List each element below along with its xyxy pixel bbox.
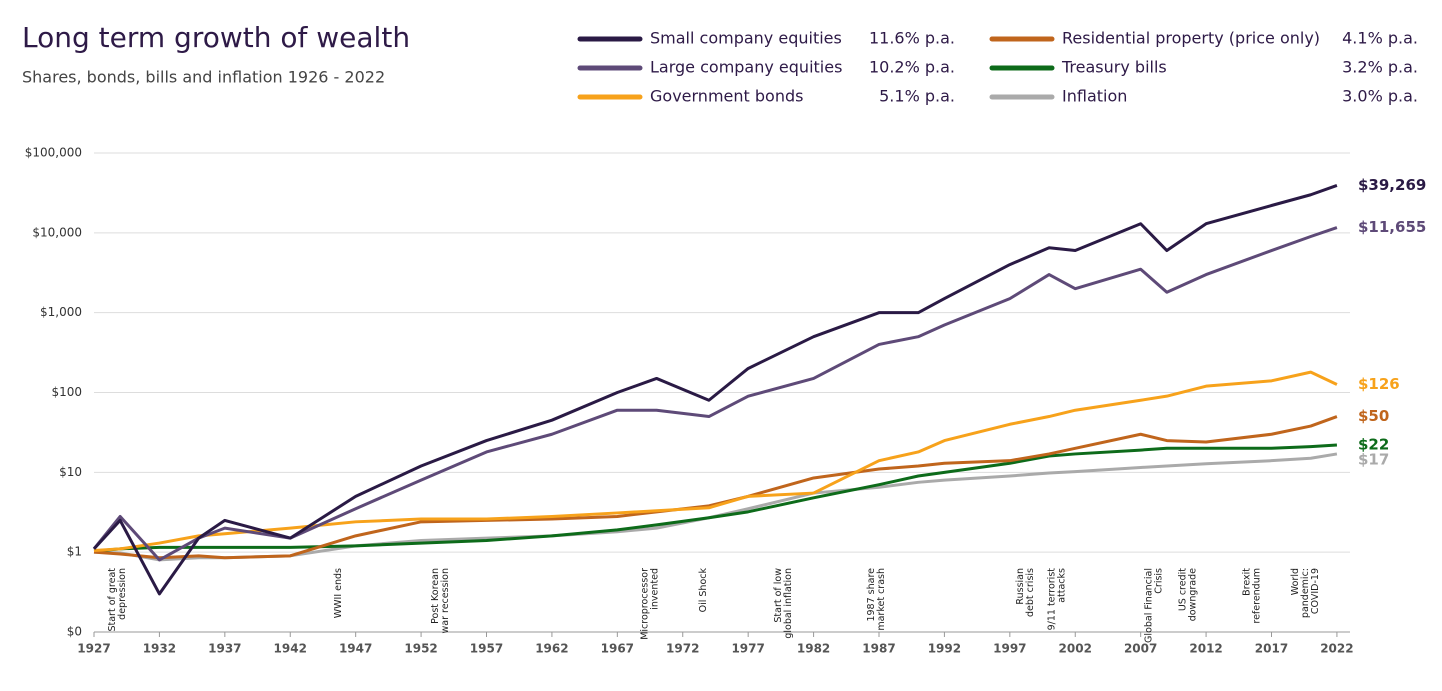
annotation: Microprocessor xyxy=(640,568,651,640)
annotation: Oil Shock xyxy=(698,568,709,613)
annotation: debt crisis xyxy=(1025,568,1036,617)
x-tick-label: 2017 xyxy=(1255,642,1288,656)
annotation: pandemic: xyxy=(1300,568,1311,618)
annotation: Brexit xyxy=(1241,568,1252,596)
end-label: $22 xyxy=(1358,435,1389,453)
end-label: $126 xyxy=(1358,375,1400,393)
annotation: referendum xyxy=(1251,568,1262,624)
x-tick-label: 1972 xyxy=(666,642,699,656)
y-tick-label: $100 xyxy=(51,385,82,399)
y-tick-label: $1 xyxy=(67,545,82,559)
legend-label: Inflation xyxy=(1062,87,1127,106)
legend-rate: 10.2% p.a. xyxy=(869,58,955,77)
x-tick-label: 1942 xyxy=(274,642,307,656)
series-line xyxy=(93,370,1338,552)
series-line xyxy=(93,443,1338,553)
series-line xyxy=(92,226,1338,562)
annotation: attacks xyxy=(1056,568,1067,603)
legend-rate: 11.6% p.a. xyxy=(869,29,955,48)
y-tick-label: $100,000 xyxy=(25,146,82,160)
x-tick-label: 1992 xyxy=(928,642,961,656)
x-tick-label: 1977 xyxy=(731,642,764,656)
legend-rate: 4.1% p.a. xyxy=(1342,29,1418,48)
legend-label: Large company equities xyxy=(650,58,842,77)
annotation: World xyxy=(1290,568,1301,595)
annotation: 9/11 terrorist xyxy=(1046,568,1057,631)
x-tick-label: 1927 xyxy=(77,642,110,656)
annotation: depression xyxy=(117,568,128,620)
x-tick-label: 1967 xyxy=(601,642,634,656)
x-tick-label: 2012 xyxy=(1189,642,1222,656)
y-tick-label: $10,000 xyxy=(32,225,82,239)
x-tick-label: 1997 xyxy=(993,642,1026,656)
annotation: market crash xyxy=(876,568,887,631)
y-tick-label: $0 xyxy=(67,625,82,639)
annotation: Crisis xyxy=(1153,568,1164,594)
annotation: Russian xyxy=(1015,568,1026,605)
annotation: Post Korean xyxy=(430,568,441,624)
legend-rate: 3.2% p.a. xyxy=(1342,58,1418,77)
chart-subtitle: Shares, bonds, bills and inflation 1926 … xyxy=(22,68,385,87)
legend-label: Treasury bills xyxy=(1061,58,1167,77)
end-label: $11,655 xyxy=(1358,218,1426,236)
series-line xyxy=(92,183,1338,596)
legend-rate: 5.1% p.a. xyxy=(879,87,955,106)
annotation: COVID-19 xyxy=(1310,568,1321,614)
x-tick-label: 1947 xyxy=(339,642,372,656)
annotation: Start of great xyxy=(107,568,118,632)
x-tick-label: 1962 xyxy=(535,642,568,656)
x-tick-label: 1952 xyxy=(404,642,437,656)
x-tick-label: 2007 xyxy=(1124,642,1157,656)
y-tick-label: $10 xyxy=(59,465,82,479)
x-tick-label: 1937 xyxy=(208,642,241,656)
annotation: 1987 share xyxy=(866,568,877,622)
x-tick-label: 1982 xyxy=(797,642,830,656)
annotation: invented xyxy=(650,568,661,610)
legend-rate: 3.0% p.a. xyxy=(1342,87,1418,106)
annotation: global inflation xyxy=(783,568,794,639)
legend-label: Residential property (price only) xyxy=(1062,29,1320,48)
legend-label: Small company equities xyxy=(650,29,842,48)
x-tick-label: 1957 xyxy=(470,642,503,656)
y-tick-label: $1,000 xyxy=(40,305,82,319)
end-label: $39,269 xyxy=(1358,176,1426,194)
annotation: Global Financial xyxy=(1143,568,1154,643)
legend-label: Government bonds xyxy=(650,87,803,106)
end-label: $17 xyxy=(1358,450,1389,468)
annotation: US credit xyxy=(1177,568,1188,611)
x-tick-label: 1932 xyxy=(143,642,176,656)
annotation: Start of low xyxy=(773,568,784,623)
annotation: war recession xyxy=(440,568,451,634)
x-tick-label: 2002 xyxy=(1059,642,1092,656)
chart-title: Long term growth of wealth xyxy=(22,21,410,54)
x-tick-label: 1987 xyxy=(862,642,895,656)
annotation: downgrade xyxy=(1187,568,1198,621)
annotation: WWII ends xyxy=(333,568,344,618)
end-label: $50 xyxy=(1358,407,1389,425)
x-tick-label: 2022 xyxy=(1320,642,1353,656)
